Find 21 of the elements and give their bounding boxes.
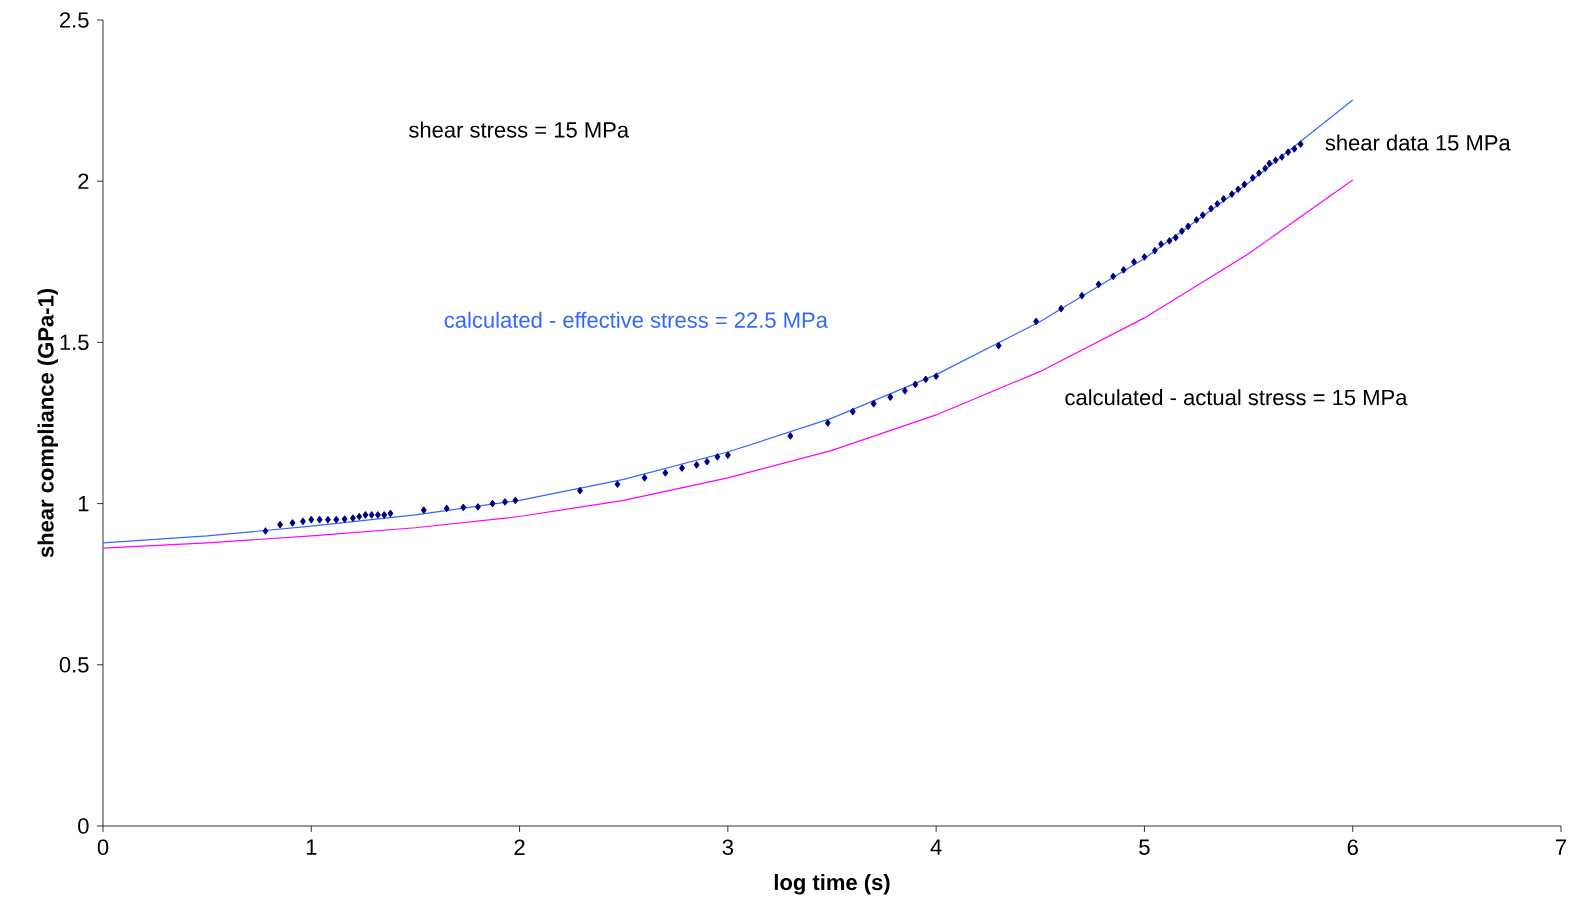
- y-tick-label: 2.5: [60, 12, 89, 28]
- series-label: shear data 15 MPa: [1325, 134, 1511, 151]
- line-series: [102, 179, 1354, 549]
- x-tick-label: 5: [1139, 839, 1150, 855]
- y-tick-label: 0.5: [59, 657, 89, 673]
- x-tick-label: 1: [306, 839, 317, 855]
- text: calculated - effective stress = 22.5 MPa: [444, 311, 828, 328]
- y-axis-title: shear compliance (GPa-1): [37, 289, 59, 558]
- y-tick-label: 1: [78, 496, 89, 512]
- x-axis-title: log time (s): [774, 873, 890, 895]
- y-tick-label: 2: [78, 173, 89, 189]
- x-tick-label: 3: [722, 839, 734, 856]
- x-tick-label: 6: [1347, 839, 1358, 856]
- x-tick-label: 0: [97, 839, 109, 856]
- x-tick-label: 7: [1556, 839, 1567, 855]
- series-label: calculated - actual stress = 15 MPa: [1065, 389, 1408, 406]
- x-tick-label: 4: [930, 839, 942, 855]
- x-tick-label: 2: [514, 839, 525, 855]
- annotation: shear stress = 15 MPa: [408, 121, 630, 138]
- y-tick-label: 0: [78, 818, 89, 834]
- y-tick-label: 1.5: [60, 334, 89, 351]
